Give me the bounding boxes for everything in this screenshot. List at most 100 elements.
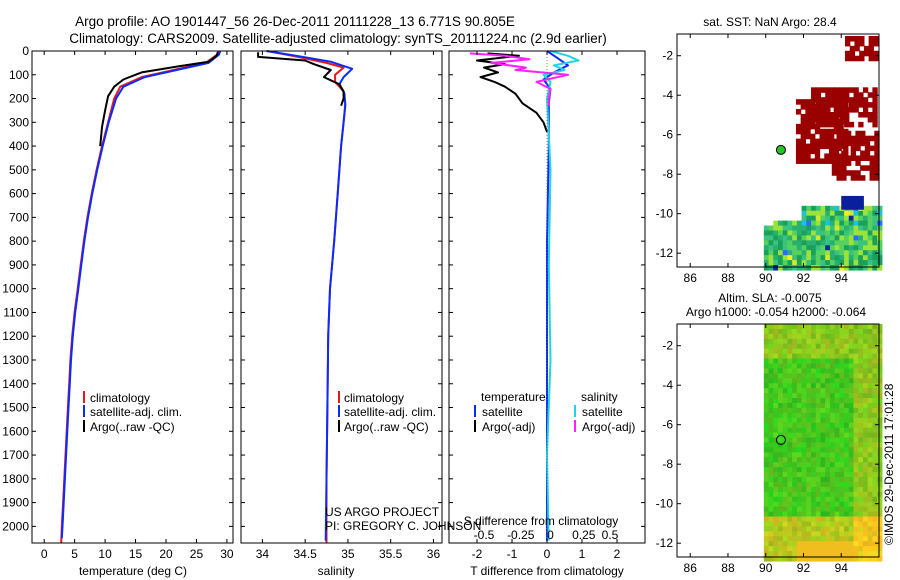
sst-cell: [796, 225, 803, 232]
sla-cell: [858, 338, 864, 345]
sla-cell: [820, 526, 826, 532]
sla-cell: [763, 407, 770, 414]
sla-cell: [877, 526, 883, 532]
sla-cell: [872, 398, 878, 404]
sla-cell: [782, 422, 789, 429]
sla-cell: [806, 442, 812, 449]
sla-cell: [801, 521, 807, 527]
sla-cell: [768, 383, 774, 389]
sst-cell: [858, 215, 864, 222]
sla-cell: [768, 402, 774, 409]
sla-cell: [858, 353, 864, 360]
sst-cell: [850, 140, 857, 147]
sla-cell: [763, 398, 770, 404]
sla-cell: [853, 368, 859, 374]
sla-cell: [820, 462, 826, 468]
sla-cell: [811, 432, 817, 439]
sla-cell: [820, 501, 826, 508]
sla-cell: [796, 501, 803, 508]
sla-cell: [787, 536, 793, 542]
sst-cell: [825, 220, 831, 227]
sst-cell: [829, 121, 836, 128]
sla-cell: [867, 348, 873, 355]
sla-cell: [782, 363, 789, 370]
sst-cell: [800, 138, 806, 145]
sla-cell: [853, 511, 859, 518]
sst-cell: [773, 245, 779, 251]
sla-cell: [787, 531, 793, 537]
sla-cell: [877, 324, 883, 330]
sla-cell: [844, 511, 850, 518]
sst-cell: [839, 240, 845, 246]
sst-cell: [874, 165, 880, 171]
sst-cell: [841, 175, 847, 181]
sla-cell: [825, 368, 831, 374]
sla-cell: [829, 368, 836, 374]
x-tick-label: 35: [341, 547, 355, 561]
sst-cell: [787, 260, 793, 266]
sst-cell: [792, 245, 798, 251]
sla-cell: [778, 338, 784, 345]
sst-cell: [815, 87, 822, 93]
sst-cell: [848, 240, 855, 246]
sla-cell: [858, 472, 864, 478]
sst-cell: [815, 97, 822, 103]
sla-cell: [778, 388, 784, 394]
sla-cell: [858, 398, 864, 404]
sst-cell: [787, 230, 793, 237]
sla-cell: [801, 501, 807, 508]
sst-cell: [855, 145, 861, 152]
sla-cell: [825, 496, 831, 503]
sla-cell: [867, 481, 873, 488]
sla-cell: [806, 398, 812, 404]
sla-cell: [853, 343, 859, 350]
sla-cell: [825, 457, 831, 463]
sla-cell: [858, 467, 864, 473]
sst-cell: [819, 99, 825, 105]
sla-cell: [858, 422, 864, 429]
sla-cell: [829, 457, 836, 463]
sla-cell: [853, 412, 859, 419]
sla-cell: [839, 393, 845, 399]
sla-cell: [834, 373, 840, 379]
sla-cell: [829, 417, 836, 424]
sla-cell: [834, 417, 840, 424]
sst-cell: [768, 250, 774, 256]
sst-cell: [801, 250, 807, 256]
sla-cell: [848, 338, 855, 345]
sst-map-frame: [676, 33, 880, 268]
sst-cell: [815, 265, 822, 271]
sla-cell: [768, 328, 774, 335]
sla-cell: [867, 531, 873, 537]
sla-cell: [792, 467, 798, 473]
sst-cell: [820, 265, 826, 271]
sst-cell: [778, 265, 784, 271]
sst-cell: [829, 235, 836, 241]
sla-cell: [815, 506, 822, 513]
sst-cell: [855, 170, 861, 176]
sla-cell: [778, 343, 784, 350]
sla-cell: [867, 491, 873, 498]
sla-cell: [773, 511, 779, 518]
sla-cell: [853, 402, 859, 409]
sla-cell: [853, 556, 859, 562]
sst-cell: [864, 165, 871, 171]
sla-cell: [829, 353, 836, 360]
sla-cell: [848, 506, 855, 513]
sla-cell: [763, 556, 770, 562]
sla-cell: [773, 546, 779, 552]
sla-cell: [820, 328, 826, 335]
sla-cell: [778, 506, 784, 513]
sst-cell: [860, 130, 866, 137]
sst-cell: [787, 235, 793, 241]
sla-cell: [839, 427, 845, 434]
sla-cell: [782, 328, 789, 335]
sla-cell: [801, 536, 807, 542]
x-tick-label: 35.5: [379, 547, 403, 561]
sst-cell: [867, 230, 873, 237]
sla-cell: [806, 363, 812, 370]
sst-cell: [868, 35, 874, 42]
sst-cell: [860, 140, 866, 147]
sla-cell: [867, 511, 873, 518]
sla-cell: [848, 398, 855, 404]
